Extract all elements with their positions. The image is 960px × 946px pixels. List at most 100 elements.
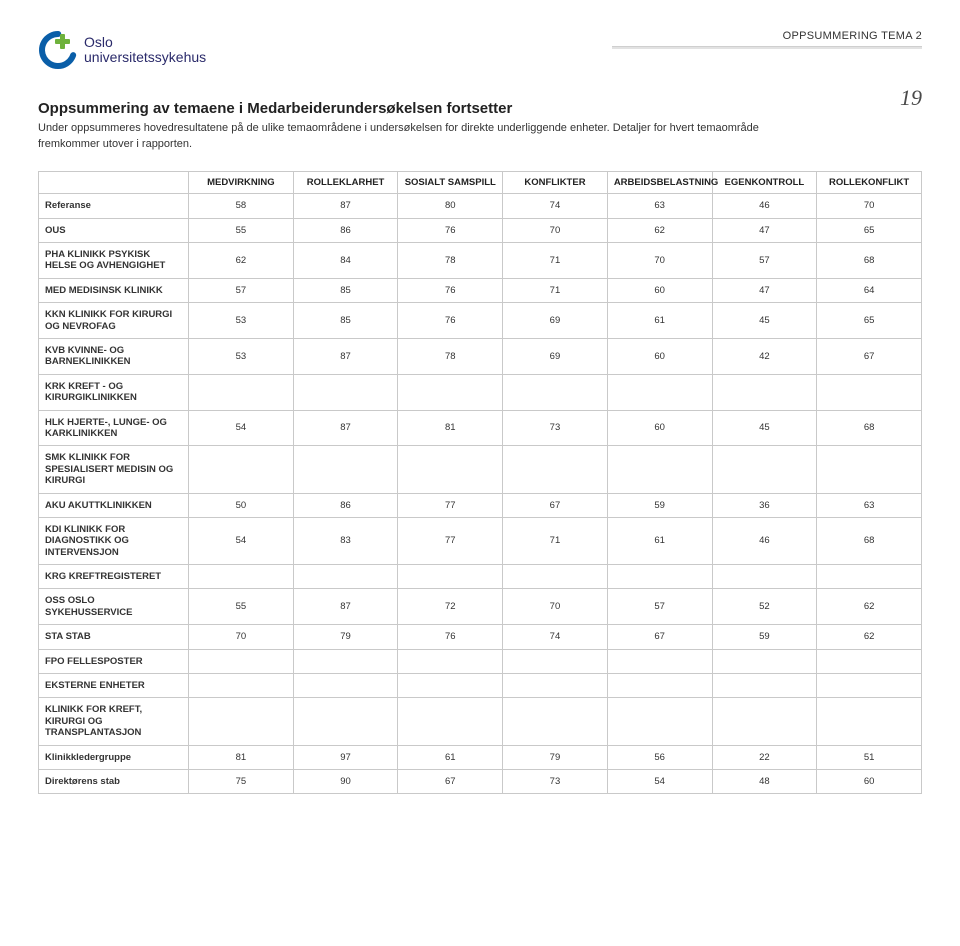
cell: 77 bbox=[398, 493, 503, 517]
table-row: HLK HJERTE-, LUNGE- OG KARKLINIKKEN54878… bbox=[39, 410, 922, 446]
table-row: SMK KLINIKK FOR SPESIALISERT MEDISIN OG … bbox=[39, 446, 922, 493]
cell: 85 bbox=[293, 278, 398, 302]
cell bbox=[712, 374, 817, 410]
table-row: Referanse58878074634670 bbox=[39, 194, 922, 218]
cell: 77 bbox=[398, 517, 503, 564]
cell: 60 bbox=[607, 278, 712, 302]
cell: 64 bbox=[817, 278, 922, 302]
cell: 83 bbox=[293, 517, 398, 564]
table-row: FPO FELLESPOSTER bbox=[39, 649, 922, 673]
cell: 42 bbox=[712, 339, 817, 375]
row-label: Referanse bbox=[39, 194, 189, 218]
cell: 97 bbox=[293, 745, 398, 769]
cell: 46 bbox=[712, 517, 817, 564]
cell: 84 bbox=[293, 243, 398, 279]
column-header: KONFLIKTER bbox=[503, 171, 608, 193]
row-label: HLK HJERTE-, LUNGE- OG KARKLINIKKEN bbox=[39, 410, 189, 446]
cell: 79 bbox=[503, 745, 608, 769]
table-row: KKN KLINIKK FOR KIRURGI OG NEVROFAG53857… bbox=[39, 303, 922, 339]
cell bbox=[189, 374, 294, 410]
row-label: OUS bbox=[39, 218, 189, 242]
row-label: KRK KREFT - OG KIRURGIKLINIKKEN bbox=[39, 374, 189, 410]
table-row: KDI KLINIKK FOR DIAGNOSTIKK OG INTERVENS… bbox=[39, 517, 922, 564]
table-header-row: MEDVIRKNINGROLLEKLARHETSOSIALT SAMSPILLK… bbox=[39, 171, 922, 193]
cell: 70 bbox=[817, 194, 922, 218]
cell: 81 bbox=[189, 745, 294, 769]
cell: 67 bbox=[398, 769, 503, 793]
cell: 46 bbox=[712, 194, 817, 218]
logo-line1: Oslo bbox=[84, 35, 206, 50]
cell: 70 bbox=[503, 589, 608, 625]
cell bbox=[189, 565, 294, 589]
cell bbox=[398, 674, 503, 698]
cell bbox=[503, 649, 608, 673]
cell: 74 bbox=[503, 194, 608, 218]
cell bbox=[607, 374, 712, 410]
row-label: STA STAB bbox=[39, 625, 189, 649]
row-label: EKSTERNE ENHETER bbox=[39, 674, 189, 698]
cell: 54 bbox=[607, 769, 712, 793]
cell: 48 bbox=[712, 769, 817, 793]
table-row: EKSTERNE ENHETER bbox=[39, 674, 922, 698]
table-row: OUS55867670624765 bbox=[39, 218, 922, 242]
cell bbox=[398, 698, 503, 745]
cell: 78 bbox=[398, 339, 503, 375]
cell bbox=[817, 698, 922, 745]
cell: 62 bbox=[607, 218, 712, 242]
table-row: KVB KVINNE- OG BARNEKLINIKKEN53877869604… bbox=[39, 339, 922, 375]
cell bbox=[607, 674, 712, 698]
cell bbox=[607, 565, 712, 589]
cell: 22 bbox=[712, 745, 817, 769]
cell bbox=[189, 674, 294, 698]
cell: 63 bbox=[817, 493, 922, 517]
cell: 62 bbox=[817, 589, 922, 625]
cell bbox=[189, 446, 294, 493]
cell bbox=[293, 649, 398, 673]
cell: 87 bbox=[293, 339, 398, 375]
cell: 58 bbox=[189, 194, 294, 218]
cell: 47 bbox=[712, 218, 817, 242]
cell: 70 bbox=[607, 243, 712, 279]
section-label-block: OPPSUMMERING TEMA 2 bbox=[572, 30, 922, 49]
cell bbox=[293, 446, 398, 493]
column-header: SOSIALT SAMSPILL bbox=[398, 171, 503, 193]
cell: 57 bbox=[189, 278, 294, 302]
table-row: STA STAB70797674675962 bbox=[39, 625, 922, 649]
cell: 74 bbox=[503, 625, 608, 649]
cell: 76 bbox=[398, 278, 503, 302]
cell: 80 bbox=[398, 194, 503, 218]
cell: 52 bbox=[712, 589, 817, 625]
cell: 86 bbox=[293, 493, 398, 517]
table-row: KRK KREFT - OG KIRURGIKLINIKKEN bbox=[39, 374, 922, 410]
table-body: Referanse58878074634670OUS55867670624765… bbox=[39, 194, 922, 794]
table-row: Klinikkledergruppe81976179562251 bbox=[39, 745, 922, 769]
section-rule bbox=[572, 46, 922, 49]
row-label: FPO FELLESPOSTER bbox=[39, 649, 189, 673]
cell bbox=[398, 649, 503, 673]
cell: 51 bbox=[817, 745, 922, 769]
cell bbox=[503, 374, 608, 410]
cell: 55 bbox=[189, 589, 294, 625]
row-label: KRG KREFTREGISTERET bbox=[39, 565, 189, 589]
cell: 60 bbox=[607, 339, 712, 375]
cell: 85 bbox=[293, 303, 398, 339]
logo-line2: universitetssykehus bbox=[84, 50, 206, 65]
cell bbox=[607, 698, 712, 745]
table-row: KRG KREFTREGISTERET bbox=[39, 565, 922, 589]
cell bbox=[398, 374, 503, 410]
row-label: PHA KLINIKK PSYKISK HELSE OG AVHENGIGHET bbox=[39, 243, 189, 279]
cell: 62 bbox=[189, 243, 294, 279]
cell: 69 bbox=[503, 339, 608, 375]
cell bbox=[189, 698, 294, 745]
cell: 69 bbox=[503, 303, 608, 339]
cell bbox=[293, 374, 398, 410]
cell bbox=[503, 674, 608, 698]
logo-text: Oslo universitetssykehus bbox=[84, 35, 206, 64]
cell: 72 bbox=[398, 589, 503, 625]
cell: 63 bbox=[607, 194, 712, 218]
row-label: Direktørens stab bbox=[39, 769, 189, 793]
cell bbox=[503, 698, 608, 745]
cell: 61 bbox=[607, 517, 712, 564]
cell: 79 bbox=[293, 625, 398, 649]
cell bbox=[293, 565, 398, 589]
